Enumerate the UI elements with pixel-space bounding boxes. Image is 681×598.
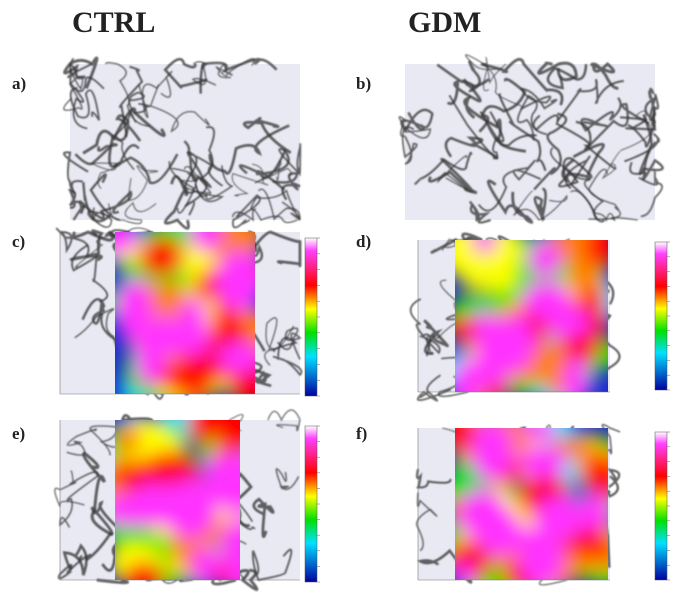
heat-blob [159,480,218,537]
heat-blob [563,356,589,408]
panel-label: f) [356,424,367,444]
colorbar [305,426,317,582]
heat-blob [116,423,140,455]
panel-label: a) [12,74,26,94]
panel-label: e) [12,424,25,444]
heat-blob [190,547,221,583]
heat-blob [135,332,165,385]
colorbar [655,242,667,390]
heat-blob [522,281,572,319]
heat-blob [528,241,561,277]
figure-images [0,0,681,598]
heat-blob [581,492,609,532]
column-title: GDM [408,6,481,40]
colorbar [305,238,317,396]
heat-blob [458,488,508,542]
panel-label: d) [356,232,371,252]
heat-blob [585,284,606,312]
heat-blob [188,402,213,446]
heat-blob [116,278,153,342]
heat-blob [521,416,556,440]
heat-blob [179,297,208,340]
heat-blob [472,230,498,253]
heat-blob [452,563,475,587]
heat-blob [471,420,513,482]
column-title: CTRL [72,6,155,40]
panel-label: c) [12,232,25,252]
panel-label: b) [356,74,371,94]
heat-blob [139,238,184,276]
heat-blob [471,346,511,387]
colorbar [655,432,667,580]
heat-blob [519,525,564,587]
heat-blob [519,445,566,480]
heat-blob [586,223,620,268]
figure: CTRL GDM a) b) c) d) e) f) [0,0,681,598]
heat-blob [123,562,164,597]
